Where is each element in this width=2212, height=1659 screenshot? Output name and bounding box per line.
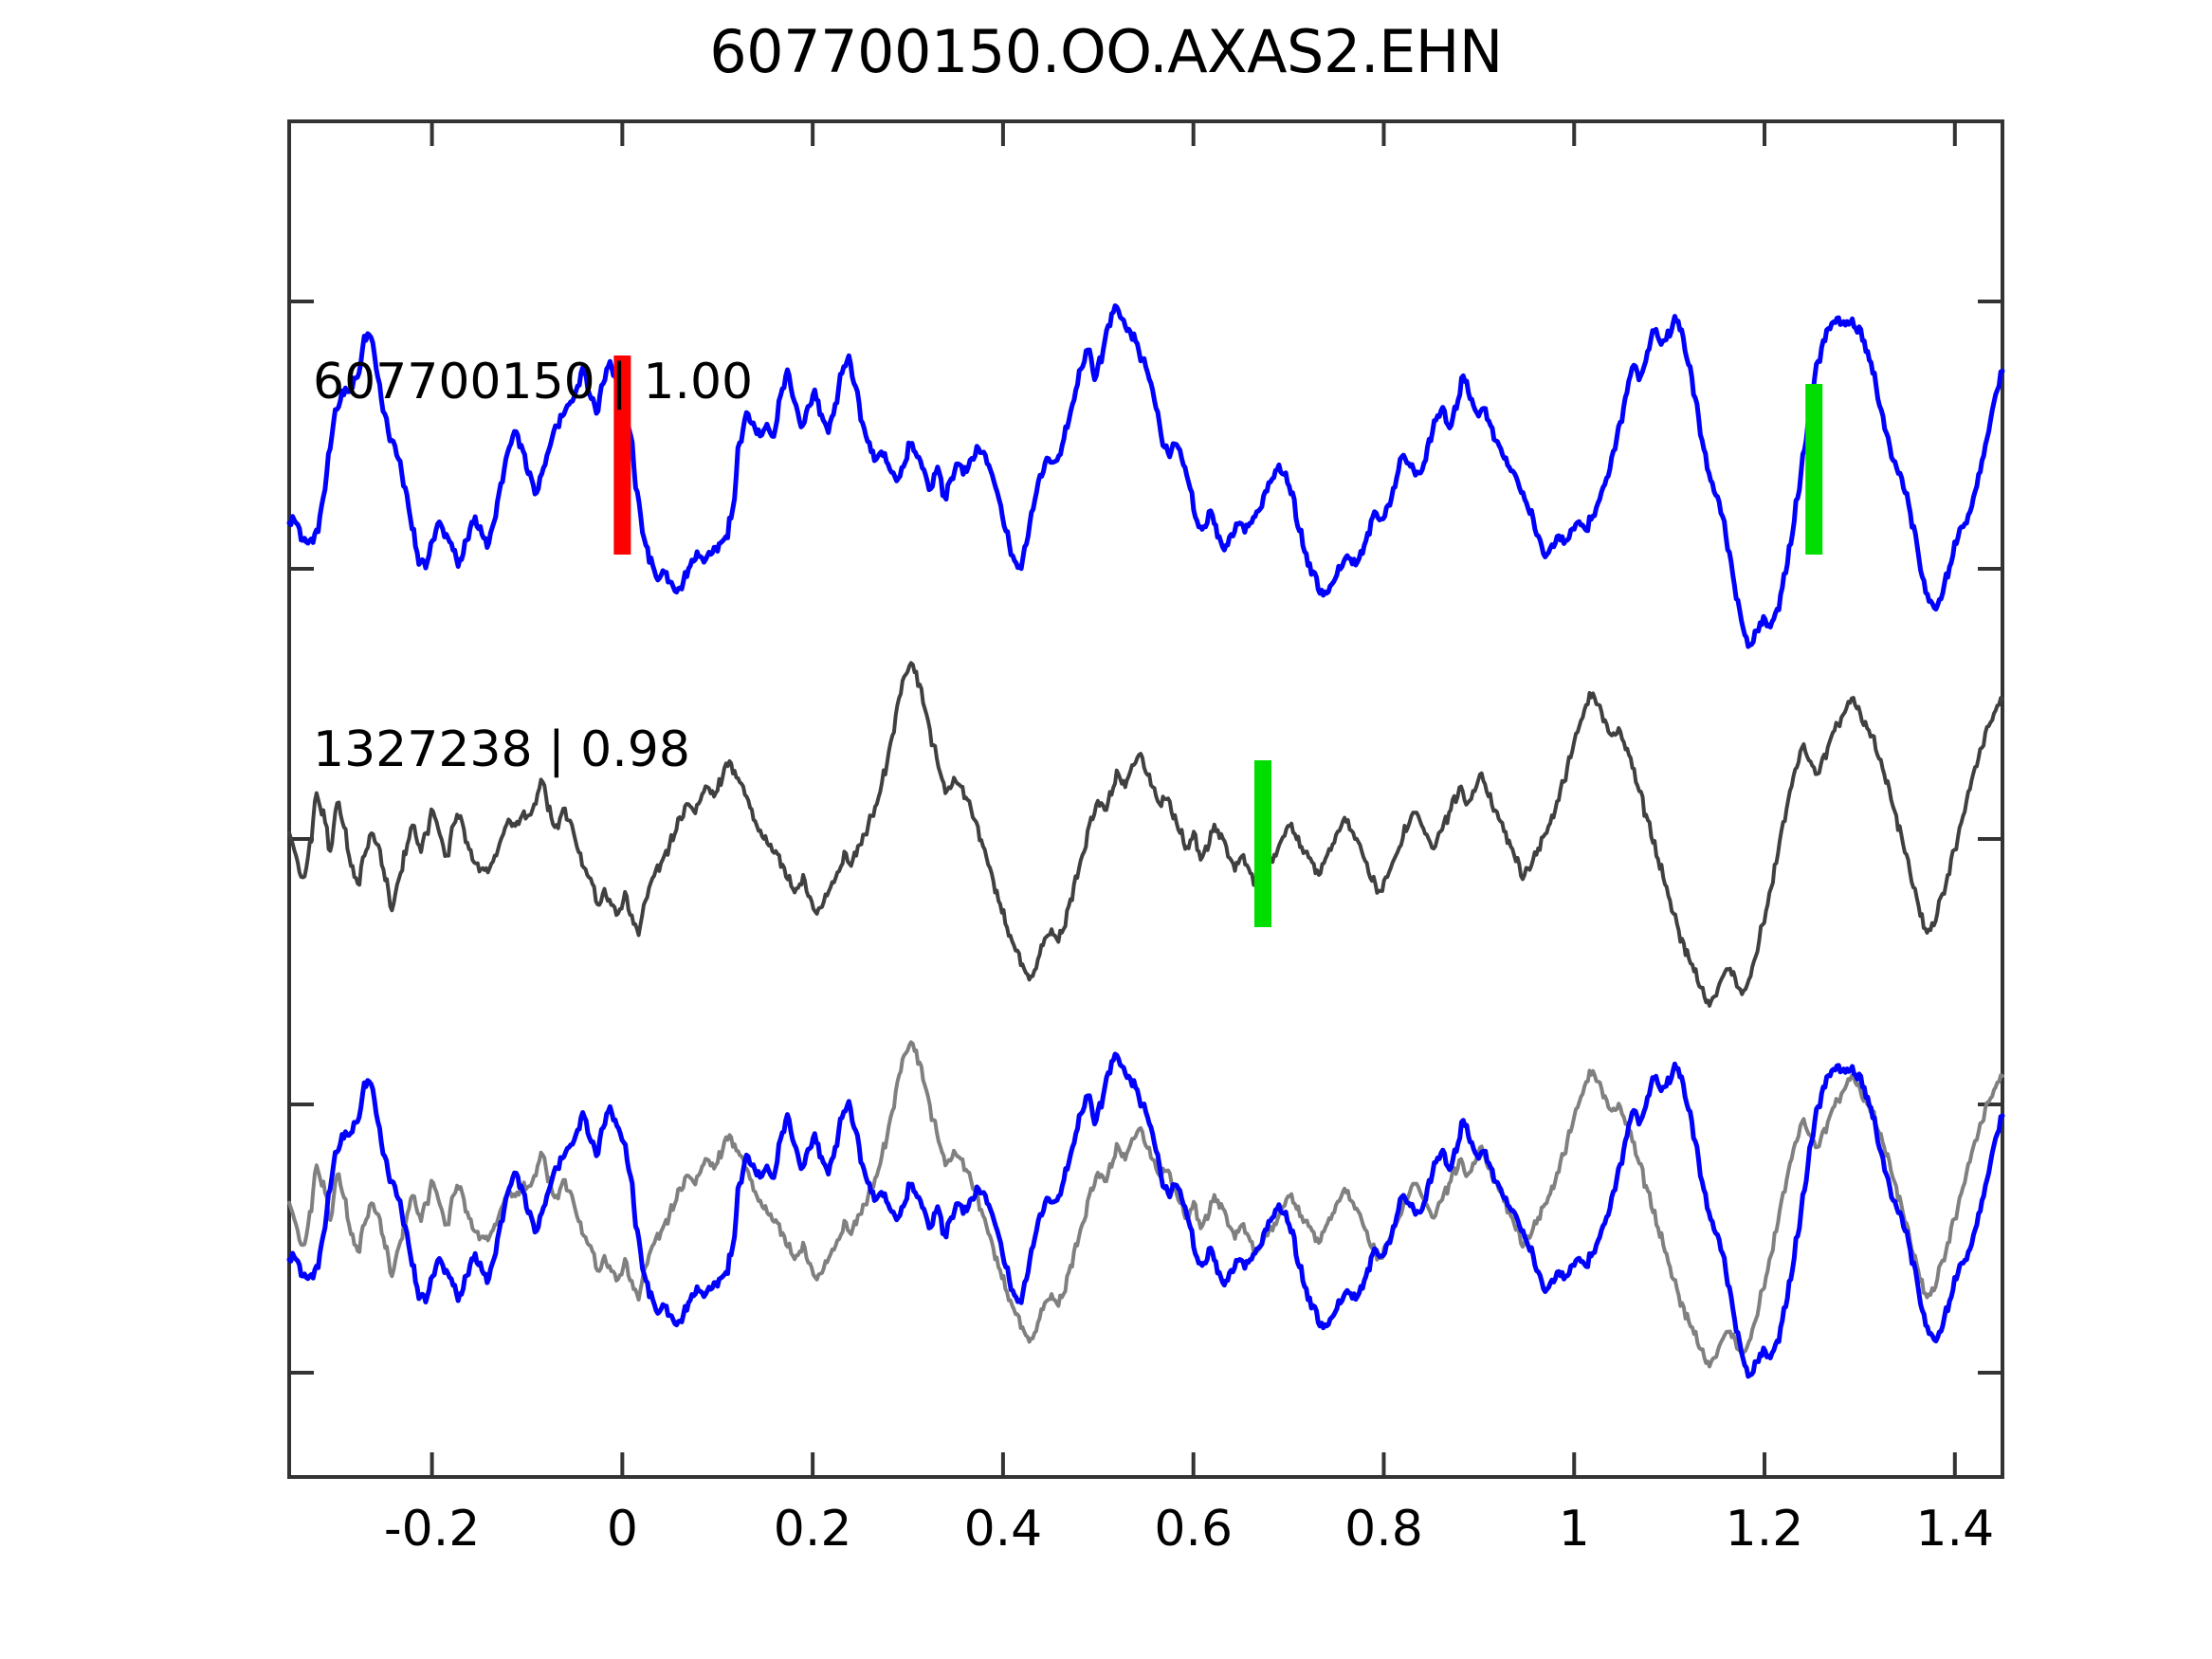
trace-overlay-blue-waveform xyxy=(286,1051,2005,1379)
x-tick-label: 0.6 xyxy=(1154,1501,1233,1558)
trace-label-template: 607700150 | 1.00 xyxy=(313,354,753,410)
x-tick-label: -0.2 xyxy=(384,1501,480,1558)
y-axis-ticks xyxy=(289,300,2002,1375)
x-tick-label: 0 xyxy=(607,1501,638,1558)
x-tick-label: 1 xyxy=(1559,1501,1590,1558)
trace-label-detection: 1327238 | 0.98 xyxy=(313,721,690,778)
x-tick-label: 0.8 xyxy=(1344,1501,1423,1558)
x-tick-label: 1.4 xyxy=(1915,1501,1994,1558)
x-tick-label: 0.4 xyxy=(964,1501,1043,1558)
x-tick-label: 0.2 xyxy=(774,1501,852,1558)
red-pick-marker xyxy=(613,356,631,555)
x-tick-label: 1.2 xyxy=(1726,1501,1804,1558)
trace-template-waveform xyxy=(286,303,2005,649)
green-pick-marker-top xyxy=(1805,384,1823,555)
green-pick-marker-middle xyxy=(1253,760,1271,927)
trace-detection-waveform xyxy=(287,661,2004,1008)
trace-overlay-gray-waveform xyxy=(287,1040,2004,1369)
page-title: 607700150.OO.AXAS2.EHN xyxy=(709,17,1503,86)
plot-frame xyxy=(287,119,2004,1479)
x-axis-ticks: -0.2 0 0.2 0.4 0.6 0.8 1 1.2 1.4 xyxy=(384,121,1994,1558)
